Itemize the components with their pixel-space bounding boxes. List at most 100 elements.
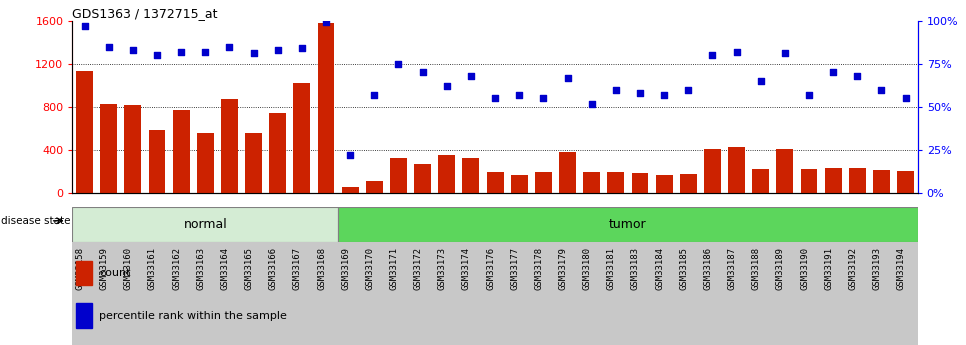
Bar (390, 158, 407, 193)
Text: GSM33169: GSM33169 (341, 247, 350, 290)
Bar (76, 71, 93, 193)
Bar (72, 207, 338, 242)
Point (367, 92, 383, 98)
Point (728, 49, 744, 55)
Text: GSM33188: GSM33188 (752, 247, 760, 290)
Text: GSM33164: GSM33164 (220, 247, 230, 290)
Text: GSM33165: GSM33165 (244, 247, 253, 290)
Point (197, 49, 213, 55)
Bar (366, 181, 383, 193)
Point (390, 61, 406, 67)
Text: GSM33194: GSM33194 (896, 247, 905, 290)
Text: GSM33180: GSM33180 (582, 247, 591, 290)
Bar (439, 156, 455, 193)
Text: GSM33160: GSM33160 (124, 247, 133, 290)
Text: GSM33192: GSM33192 (848, 247, 857, 290)
Bar (342, 187, 358, 193)
Text: GSM33170: GSM33170 (365, 247, 374, 290)
Bar (680, 174, 696, 193)
Point (559, 75, 575, 80)
Point (680, 87, 696, 92)
Bar (245, 133, 262, 193)
Bar (583, 171, 600, 193)
Point (849, 73, 865, 79)
Text: GSM33183: GSM33183 (631, 247, 639, 290)
Bar (753, 169, 769, 193)
Point (439, 83, 455, 89)
Text: GSM33159: GSM33159 (99, 247, 108, 290)
Point (294, 46, 309, 51)
Text: GSM33185: GSM33185 (679, 247, 688, 290)
Bar (338, 207, 918, 242)
Text: normal: normal (184, 218, 227, 231)
Bar (801, 169, 817, 193)
Bar (149, 130, 165, 193)
Point (704, 52, 720, 58)
Point (897, 96, 913, 101)
Text: GSM33178: GSM33178 (534, 247, 543, 290)
Bar (873, 170, 890, 193)
Bar (318, 23, 334, 193)
Text: tumor: tumor (610, 218, 646, 231)
Bar (463, 158, 479, 193)
Bar (221, 99, 238, 193)
Point (222, 44, 238, 49)
Bar (632, 173, 648, 193)
Bar (535, 171, 552, 193)
Point (656, 92, 671, 98)
Bar (270, 114, 286, 193)
Text: GSM33184: GSM33184 (655, 247, 664, 290)
Point (583, 101, 599, 106)
Bar (825, 168, 841, 193)
Text: GSM33176: GSM33176 (486, 247, 495, 290)
Bar (704, 149, 721, 193)
Point (777, 51, 792, 56)
Bar (487, 171, 503, 193)
Bar (173, 110, 189, 193)
Point (77, 23, 93, 29)
Text: GSM33158: GSM33158 (75, 247, 85, 290)
Point (873, 87, 889, 92)
Text: GSM33187: GSM33187 (727, 247, 736, 290)
Bar (414, 164, 431, 193)
Point (487, 96, 502, 101)
Text: disease state: disease state (2, 216, 71, 226)
Bar (897, 171, 914, 193)
Bar (777, 149, 793, 193)
Bar (76, 261, 92, 285)
Text: GSM33177: GSM33177 (510, 247, 520, 290)
Text: GSM33163: GSM33163 (196, 247, 205, 290)
Bar (100, 104, 117, 193)
Point (342, 152, 357, 158)
Bar (608, 171, 624, 193)
Point (101, 44, 117, 49)
Text: GSM33166: GSM33166 (269, 247, 278, 290)
Point (126, 47, 141, 53)
Text: GSM33186: GSM33186 (703, 247, 712, 290)
Point (825, 70, 840, 75)
Bar (559, 152, 576, 193)
Text: GSM33193: GSM33193 (872, 247, 881, 290)
Text: percentile rank within the sample: percentile rank within the sample (99, 310, 287, 321)
Bar (197, 133, 213, 193)
Point (150, 52, 165, 58)
Text: GSM33173: GSM33173 (438, 247, 446, 290)
Text: GSM33174: GSM33174 (462, 247, 471, 290)
Point (608, 87, 623, 92)
Point (174, 49, 189, 55)
Text: GSM33191: GSM33191 (824, 247, 833, 290)
Text: GSM33171: GSM33171 (389, 247, 398, 290)
Text: GSM33181: GSM33181 (607, 247, 615, 290)
Point (753, 78, 768, 84)
Point (415, 70, 431, 75)
Point (319, 20, 334, 25)
Point (632, 90, 647, 96)
Bar (656, 175, 672, 193)
Point (464, 73, 479, 79)
Text: GSM33172: GSM33172 (413, 247, 422, 290)
Bar (849, 168, 866, 193)
Bar (76, 304, 92, 328)
Text: GSM33162: GSM33162 (172, 247, 182, 290)
Point (801, 92, 816, 98)
Text: GSM33189: GSM33189 (776, 247, 784, 290)
